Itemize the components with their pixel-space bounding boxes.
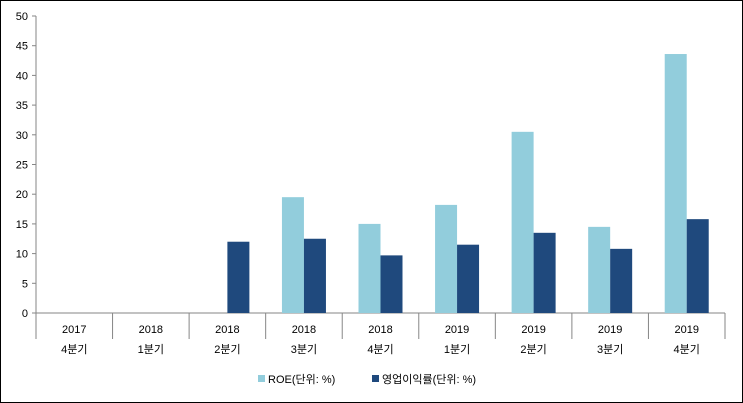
- y-tick-label: 20: [16, 189, 28, 201]
- x-tick-label-quarter: 2분기: [520, 343, 546, 356]
- x-tick-label-year: 2018: [139, 324, 163, 336]
- bar-roe: [588, 226, 611, 313]
- y-tick-label: 15: [16, 219, 28, 231]
- bar-operating-margin: [380, 255, 403, 313]
- bar-roe: [281, 197, 304, 313]
- legend-label: 영업이익률(단위: %): [382, 373, 476, 386]
- bar-operating-margin: [303, 238, 326, 313]
- x-tick-label-year: 2019: [445, 324, 469, 336]
- legend-swatch: [372, 375, 379, 382]
- x-tick-label-year: 2019: [521, 324, 545, 336]
- bar-roe: [435, 204, 458, 313]
- y-tick-label: 10: [16, 249, 28, 261]
- x-tick-label-year: 2018: [292, 324, 316, 336]
- legend: ROE(단위: %) 영업이익률(단위: %): [258, 373, 476, 386]
- y-tick-label: 40: [16, 70, 28, 82]
- bar-operating-margin: [686, 219, 709, 313]
- x-tick-label-quarter: 1분기: [138, 343, 164, 356]
- x-tick-label-quarter: 4분기: [674, 343, 700, 356]
- x-tick-label-quarter: 1분기: [444, 343, 470, 356]
- bar-operating-margin: [533, 232, 556, 313]
- x-tick-label-quarter: 3분기: [291, 343, 317, 356]
- x-tick-label-year: 2017: [62, 324, 86, 336]
- x-tick-label-year: 2019: [674, 324, 698, 336]
- y-tick-label: 35: [16, 100, 28, 112]
- x-tick-label-year: 2018: [368, 324, 392, 336]
- y-tick-label: 25: [16, 160, 28, 172]
- legend-swatch: [258, 375, 265, 382]
- x-tick-label-quarter: 4분기: [367, 343, 393, 356]
- x-tick-label-quarter: 3분기: [597, 343, 623, 356]
- bar-roe: [358, 223, 381, 313]
- bar-roe: [664, 54, 687, 314]
- y-tick-label: 0: [22, 308, 28, 320]
- legend-label: ROE(단위: %): [268, 373, 335, 386]
- bar-operating-margin: [227, 241, 250, 313]
- plot-area: 0 5 10 15 20 25 30 35 40 45 50 2017 4분기 2018 1분기 2018 2분…: [16, 11, 726, 356]
- x-tick-label-quarter: 2분기: [214, 343, 240, 356]
- bar-operating-margin: [457, 244, 480, 313]
- y-tick-label: 50: [16, 11, 28, 23]
- bar-roe: [511, 131, 534, 313]
- bar-operating-margin: [610, 248, 633, 313]
- x-tick-label-year: 2018: [215, 324, 239, 336]
- y-tick-label: 45: [16, 41, 28, 53]
- y-tick-label: 5: [22, 278, 28, 290]
- x-tick-label-year: 2019: [598, 324, 622, 336]
- y-tick-label: 30: [16, 130, 28, 142]
- x-tick-label-quarter: 4분기: [61, 343, 87, 356]
